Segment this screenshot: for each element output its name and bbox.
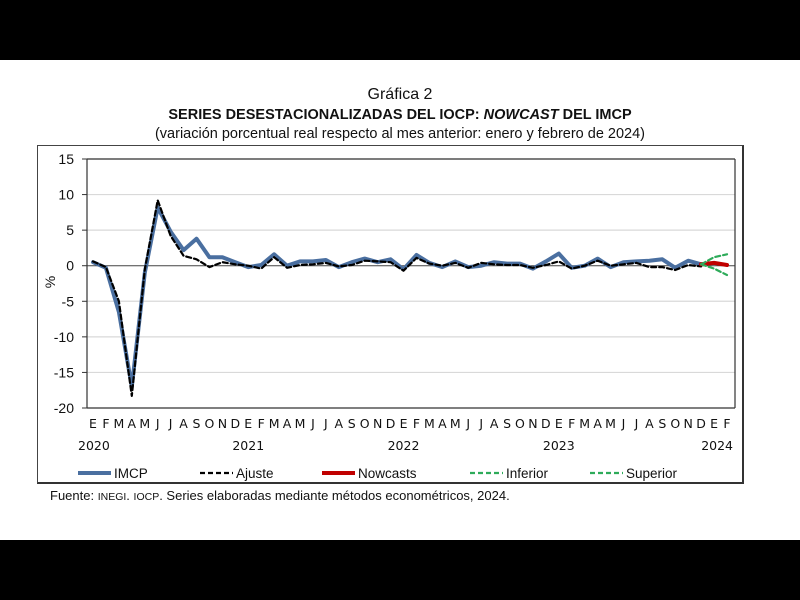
x-tick-label: J xyxy=(621,416,626,431)
x-tick-label: D xyxy=(386,416,396,431)
x-tick-label: M xyxy=(450,416,461,431)
source-note: Fuente: INEGI. IOCP. Series elaboradas m… xyxy=(50,488,510,503)
x-tick-label: M xyxy=(269,416,280,431)
y-tick-label: 15 xyxy=(58,151,74,167)
y-tick-label: -15 xyxy=(54,364,74,380)
x-year-label: 2021 xyxy=(232,438,264,453)
x-tick-label: N xyxy=(528,416,537,431)
x-tick-label: N xyxy=(218,416,227,431)
x-tick-label: O xyxy=(515,416,525,431)
x-tick-label: A xyxy=(179,416,188,431)
x-tick-label: O xyxy=(360,416,370,431)
x-tick-label: F xyxy=(723,416,730,431)
x-tick-label: M xyxy=(605,416,616,431)
y-tick-label: -5 xyxy=(62,293,75,309)
x-tick-label: J xyxy=(634,416,639,431)
x-tick-label: J xyxy=(478,416,483,431)
x-tick-label: M xyxy=(424,416,435,431)
x-tick-label: F xyxy=(102,416,109,431)
x-tick-label: A xyxy=(283,416,292,431)
x-tick-label: O xyxy=(205,416,215,431)
x-tick-label: S xyxy=(503,416,511,431)
x-tick-label: D xyxy=(541,416,551,431)
chart-subtitle: (variación porcentual real respecto al m… xyxy=(154,126,646,142)
title-part1: SERIES DESESTACIONALIZADAS DEL IOCP xyxy=(168,107,475,123)
y-tick-label: 5 xyxy=(66,222,74,238)
legend-label-nowcasts: Nowcasts xyxy=(358,466,417,481)
source-sep: . xyxy=(126,488,134,503)
y-axis-label: % xyxy=(42,276,58,288)
x-tick-label: E xyxy=(710,416,718,431)
x-tick-label: D xyxy=(231,416,241,431)
x-tick-label: A xyxy=(490,416,499,431)
x-tick-label: J xyxy=(323,416,328,431)
x-tick-label: A xyxy=(645,416,654,431)
x-tick-label: E xyxy=(89,416,97,431)
legend-label-inferior: Inferior xyxy=(506,466,549,481)
x-tick-label: M xyxy=(579,416,590,431)
legend-label-ajuste: Ajuste xyxy=(236,466,274,481)
source-label: Fuente: xyxy=(50,488,98,503)
y-tick-label: -20 xyxy=(54,400,74,416)
x-tick-label: F xyxy=(413,416,420,431)
x-tick-label: A xyxy=(438,416,447,431)
x-tick-label: J xyxy=(465,416,470,431)
x-tick-label: O xyxy=(670,416,680,431)
y-tick-label: 0 xyxy=(66,258,74,274)
figure-label: Gráfica 2 xyxy=(367,86,433,103)
x-tick-label: E xyxy=(400,416,408,431)
x-tick-label: M xyxy=(113,416,124,431)
x-tick-label: S xyxy=(658,416,666,431)
source-rest: . Series elaboradas mediante métodos eco… xyxy=(159,488,510,503)
series-line-imcp xyxy=(91,205,704,389)
x-tick-label: E xyxy=(244,416,252,431)
series-line-superior xyxy=(699,253,729,266)
x-tick-label: D xyxy=(696,416,706,431)
x-tick-label: S xyxy=(193,416,201,431)
legend-label-superior: Superior xyxy=(626,466,678,481)
x-tick-label: M xyxy=(295,416,306,431)
title-part2: DEL IMCP xyxy=(558,107,632,123)
title-italic: NOWCAST xyxy=(483,107,559,123)
source-inegi: INEGI xyxy=(97,491,127,503)
x-year-label: 2020 xyxy=(78,438,110,453)
x-tick-label: E xyxy=(555,416,563,431)
title-colon: : xyxy=(474,107,484,123)
x-year-label: 2023 xyxy=(543,438,575,453)
series-line-ajuste xyxy=(91,199,703,397)
legend-label-imcp: IMCP xyxy=(114,466,148,481)
x-tick-label: J xyxy=(155,416,160,431)
x-tick-label: M xyxy=(139,416,150,431)
y-tick-label: 10 xyxy=(58,187,74,203)
x-tick-label: A xyxy=(128,416,137,431)
series-line-inferior xyxy=(699,263,729,277)
x-tick-label: A xyxy=(593,416,602,431)
x-tick-label: F xyxy=(258,416,265,431)
chart-title: SERIES DESESTACIONALIZADAS DEL IOCP: NOW… xyxy=(0,107,800,123)
x-tick-label: J xyxy=(168,416,173,431)
x-tick-label: N xyxy=(684,416,693,431)
x-year-label: 2024 xyxy=(701,438,733,453)
x-tick-label: J xyxy=(310,416,315,431)
x-tick-label: N xyxy=(373,416,382,431)
x-tick-label: S xyxy=(348,416,356,431)
y-tick-label: -10 xyxy=(54,329,74,345)
x-tick-label: A xyxy=(335,416,344,431)
source-iocp: IOCP xyxy=(133,491,160,503)
x-year-label: 2022 xyxy=(388,438,420,453)
page: Gráfica 2 SERIES DESESTACIONALIZADAS DEL… xyxy=(0,60,800,540)
series-line-nowcasts xyxy=(699,260,729,267)
x-tick-label: F xyxy=(568,416,575,431)
chart-frame xyxy=(37,145,744,484)
